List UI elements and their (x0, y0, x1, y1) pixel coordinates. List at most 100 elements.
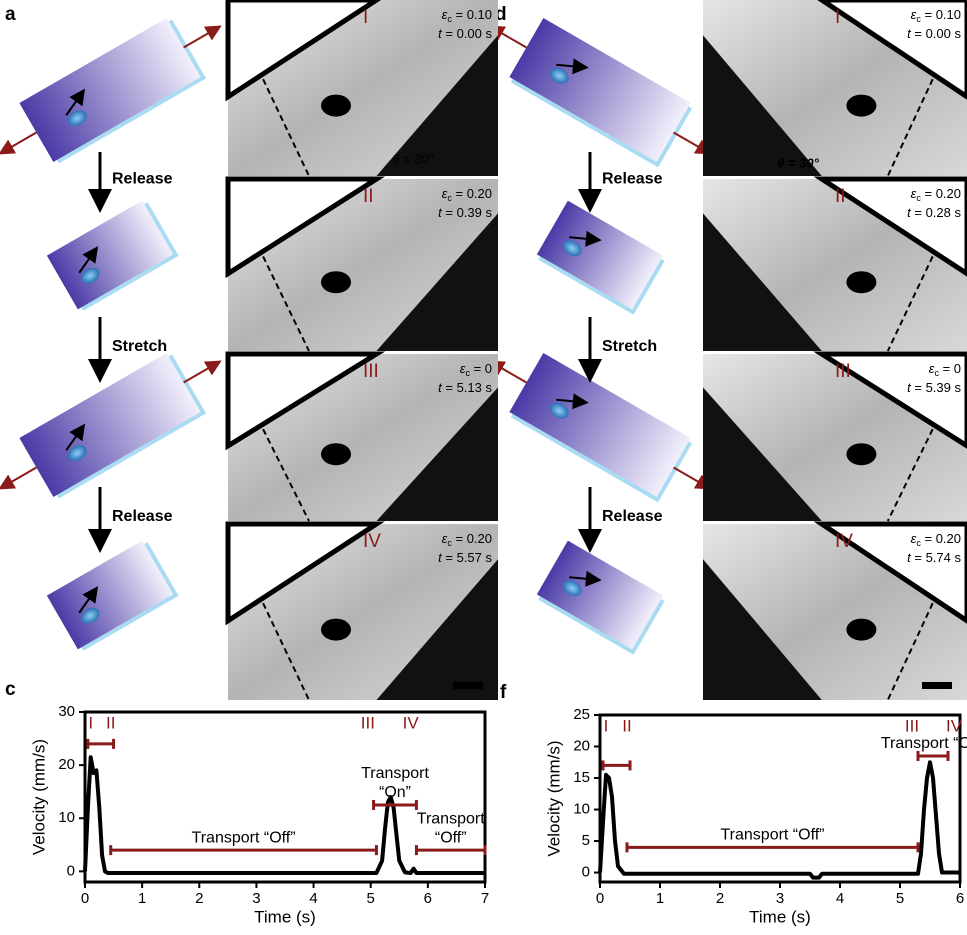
x-tick-label: 2 (716, 890, 724, 907)
phase-marker: III (361, 713, 375, 732)
stretch-arrow (184, 28, 219, 48)
photo-frame: IIεc = 0.20t = 0.28 s (703, 179, 967, 351)
strain-value: = 0.20 (921, 186, 961, 201)
step-label: Stretch (602, 338, 657, 355)
photo-frame: III εc = 0 t = 5.39 s (703, 354, 967, 521)
time-value: = 5.57 s (442, 550, 493, 565)
substrate (47, 539, 179, 653)
frame-numeral: II (363, 186, 374, 207)
strain-label: εc = 0 (929, 361, 961, 378)
y-tick-label: 20 (573, 737, 590, 754)
photo-frame: IIεc = 0.20t = 0.39 s (228, 179, 498, 351)
x-tick-label: 2 (195, 890, 203, 907)
droplet (846, 271, 876, 293)
step-label: Release (112, 171, 173, 188)
stretch-arrow (2, 133, 37, 153)
phase-marker: IV (403, 713, 420, 732)
substrate-top (19, 18, 200, 162)
frame-numeral: III (835, 361, 851, 382)
x-tick-label: 0 (596, 890, 604, 907)
time-label: t = 5.74 s (907, 550, 961, 565)
droplet (846, 95, 876, 117)
frame-numeral: II (835, 186, 846, 207)
photo-frame: III εc = 0 t = 5.13 s (228, 354, 498, 521)
strain-value: = 0.10 (452, 7, 492, 22)
x-tick-label: 5 (896, 890, 904, 907)
phase-marker: II (106, 713, 115, 732)
y-tick-label: 10 (573, 800, 590, 817)
time-value: = 0.00 s (442, 26, 493, 41)
time-value: = 0.28 s (911, 205, 962, 220)
frame-numeral: IV (835, 531, 853, 552)
substrate-top (19, 353, 200, 497)
y-tick-label: 10 (58, 809, 75, 826)
y-tick-label: 0 (582, 864, 590, 881)
droplet (321, 271, 351, 293)
y-axis-label: Velocity (mm/s) (544, 740, 563, 856)
step-label: Stretch (112, 338, 167, 355)
time-label: t = 0.39 s (438, 205, 492, 220)
substrate-top (509, 353, 690, 497)
range-label: Transport (417, 810, 485, 827)
stretch-arrow (184, 363, 219, 383)
panel-label: a (5, 4, 16, 25)
x-tick-label: 7 (481, 890, 489, 907)
x-tick-label: 4 (836, 890, 844, 907)
substrate (535, 201, 667, 315)
range-label: Transport (361, 765, 429, 782)
y-tick-label: 0 (67, 862, 75, 879)
strain-label: εc = 0 (460, 361, 492, 378)
time-label: t = 0.28 s (907, 205, 961, 220)
step-label: Release (602, 171, 663, 188)
y-tick-label: 5 (582, 832, 590, 849)
y-tick-label: 30 (58, 703, 75, 720)
substrate (535, 541, 667, 655)
strain-value: = 0 (470, 361, 492, 376)
substrate (473, 333, 726, 520)
figure: aTransport “On”Transport“Off”Transport “… (0, 0, 967, 935)
droplet (321, 443, 351, 465)
x-tick-label: 1 (656, 890, 664, 907)
strain-value: = 0.10 (921, 7, 961, 22)
stretch-arrow (2, 468, 37, 488)
droplet (321, 95, 351, 117)
time-label: t = 5.57 s (438, 550, 492, 565)
y-axis-label: Velocity (mm/s) (29, 739, 48, 855)
time-label: t = 0.00 s (907, 26, 961, 41)
substrate (0, 333, 237, 520)
frame-numeral: I (835, 7, 840, 28)
photo-frame: Iεc = 0.10t = 0.00 s (703, 0, 967, 176)
plot-frame (85, 712, 485, 882)
frame-numeral: I (363, 7, 368, 28)
phase-marker: I (88, 713, 93, 732)
range-label: Transport “Off” (192, 829, 296, 846)
time-label: t = 5.13 s (438, 380, 492, 395)
droplet (321, 619, 351, 641)
x-tick-label: 1 (138, 890, 146, 907)
panel-label: f (500, 682, 507, 703)
velocity-line (600, 762, 960, 877)
time-label: t = 0.00 s (438, 26, 492, 41)
y-tick-label: 15 (573, 769, 590, 786)
phase-marker: III (905, 716, 919, 735)
droplet (846, 619, 876, 641)
panel-label: c (5, 679, 16, 700)
angle-label: θ = 30° (777, 155, 820, 170)
time-value: = 5.39 s (911, 380, 962, 395)
frame-numeral: IV (363, 531, 381, 552)
range-label: Transport “Off” (720, 827, 824, 844)
x-tick-label: 4 (309, 890, 317, 907)
frame-numeral: III (363, 361, 379, 382)
step-label: Release (602, 508, 663, 525)
strain-value: = 0 (939, 361, 961, 376)
phase-marker: IV (946, 716, 963, 735)
x-tick-label: 3 (776, 890, 784, 907)
range-label: “Off” (435, 829, 467, 846)
time-label: t = 5.39 s (907, 380, 961, 395)
time-value: = 0.39 s (442, 205, 493, 220)
x-tick-label: 3 (252, 890, 260, 907)
x-axis-label: Time (s) (254, 907, 316, 926)
substrate (473, 0, 726, 185)
